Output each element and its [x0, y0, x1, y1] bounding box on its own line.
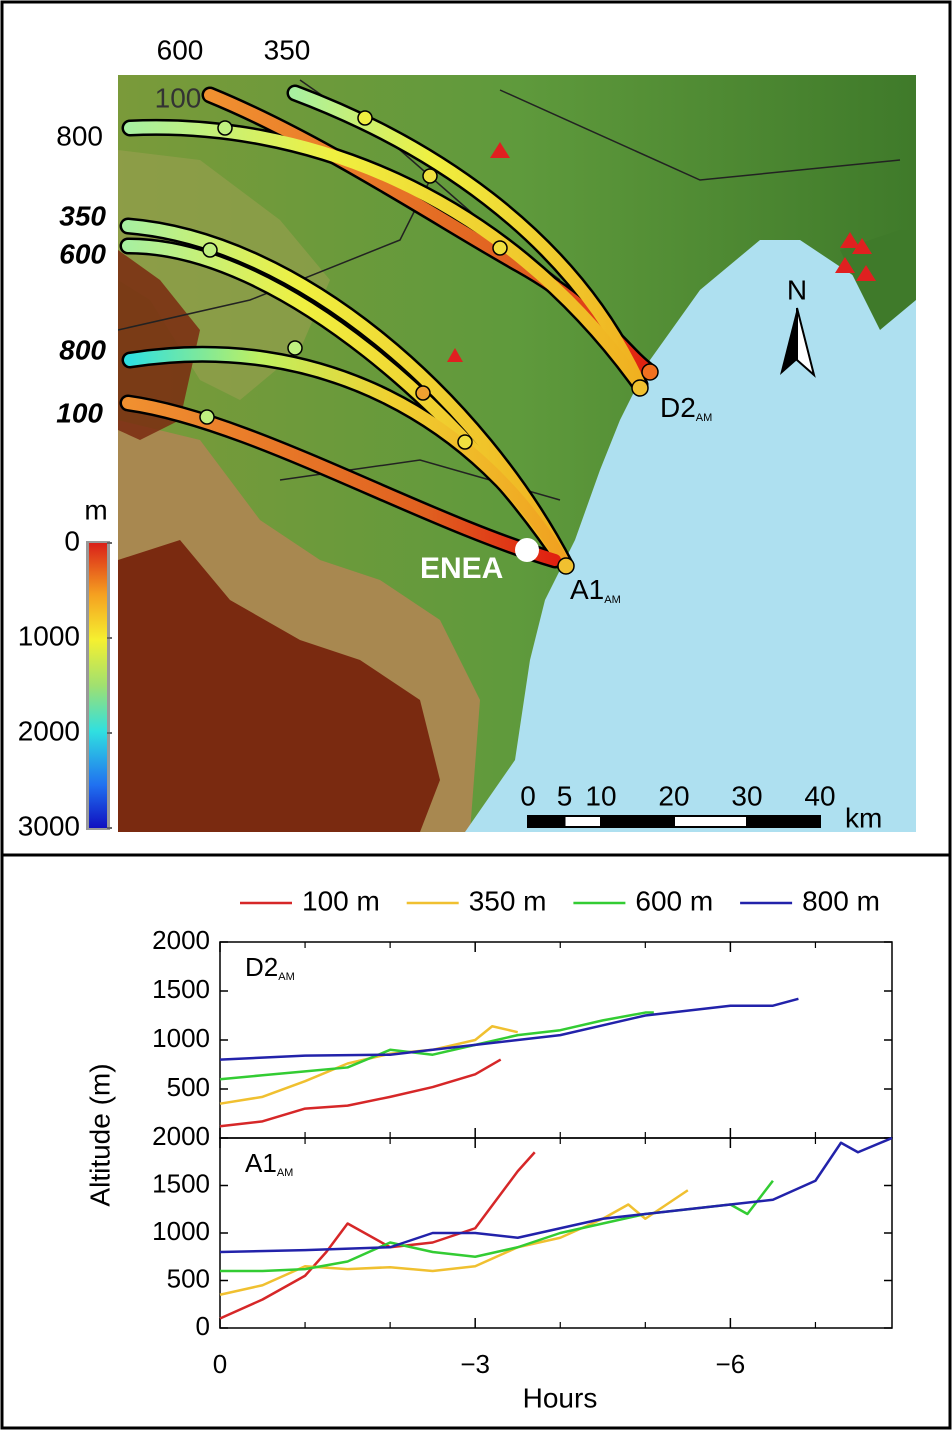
x-tick-label: −6	[716, 1349, 746, 1379]
place-main: A1	[570, 574, 604, 605]
colorbar-tick-label: 2000	[18, 715, 80, 746]
height-label: 800	[59, 334, 106, 365]
y-tick-label: 2000	[152, 1121, 210, 1151]
scale-tick-label: 10	[585, 780, 616, 811]
scale-segment	[600, 815, 675, 828]
trajectory-marker	[199, 110, 659, 575]
y-axis-label: Altitude (m)	[84, 1063, 115, 1206]
colorbar-tick-label: 1000	[18, 620, 80, 651]
height-label: 600	[157, 34, 204, 65]
height-label: 600	[59, 238, 106, 269]
legend-label: 800 m	[802, 885, 880, 916]
x-tick-label: 0	[213, 1349, 227, 1379]
height-label: 100	[155, 82, 202, 113]
scale-tick-label: 0	[520, 780, 536, 811]
place-sub: AM	[696, 412, 713, 424]
series-line	[219, 1136, 893, 1254]
place-sub: AM	[604, 594, 621, 606]
enea-site	[515, 538, 539, 562]
mountains	[118, 540, 440, 832]
scale-segment	[746, 815, 821, 828]
scale-unit: km	[845, 802, 882, 833]
y-tick-label: 2000	[152, 925, 210, 955]
series-line	[219, 1011, 654, 1081]
x-axis-label: Hours	[523, 1382, 598, 1413]
scale-segment	[563, 815, 602, 828]
height-label: 350	[264, 34, 311, 65]
panel-label: D2AM	[245, 952, 295, 983]
scale-tick-label: 20	[658, 780, 689, 811]
place-label: A1AM	[570, 574, 621, 606]
north-arrow	[780, 307, 816, 378]
sea	[465, 240, 916, 832]
place-label: D2AM	[660, 392, 712, 424]
place-main: D2	[660, 392, 696, 423]
y-tick-label: 1500	[152, 974, 210, 1004]
y-tick-label: 1500	[152, 1168, 210, 1198]
legend-label: 100 m	[302, 885, 380, 916]
series-line	[219, 1189, 689, 1296]
height-label: 800	[56, 120, 103, 151]
scale-segment	[527, 815, 566, 828]
colorbar-tick-label: 3000	[18, 810, 80, 841]
place-label: ENEA	[420, 552, 503, 585]
panel-label-main: A1	[245, 1148, 277, 1178]
volcano-marker	[447, 142, 876, 362]
x-tick-label: −3	[460, 1349, 490, 1379]
scale-tick-label: 5	[557, 780, 573, 811]
mountains	[118, 250, 200, 440]
scale-tick-label: 40	[804, 780, 835, 811]
y-tick-label: 500	[167, 1263, 210, 1293]
north-label: N	[787, 274, 807, 305]
y-tick-label: 500	[167, 1072, 210, 1102]
scale-segment	[673, 815, 748, 828]
plot-frame	[219, 1137, 893, 1329]
series-line	[219, 1025, 519, 1105]
legend-label: 350 m	[469, 885, 547, 916]
panel-label-sub: AM	[277, 1167, 294, 1179]
legend-label: 600 m	[635, 885, 713, 916]
map	[118, 75, 916, 832]
series-line	[219, 1058, 502, 1128]
series-line	[219, 997, 799, 1061]
y-tick-label: 1000	[152, 1023, 210, 1053]
panel-label-main: D2	[245, 952, 278, 982]
panel-label: A1AM	[245, 1148, 293, 1179]
scale-tick-label: 30	[731, 780, 762, 811]
land	[840, 230, 916, 330]
y-tick-label: 0	[196, 1311, 210, 1341]
colorbar	[89, 543, 107, 828]
colorbar-tick-label: 0	[64, 525, 80, 556]
colorbar-unit: m	[84, 494, 107, 525]
panel-label-sub: AM	[278, 971, 295, 983]
y-tick-label: 1000	[152, 1216, 210, 1246]
hills	[118, 150, 330, 400]
height-label: 350	[59, 200, 106, 231]
height-label: 100	[56, 397, 103, 428]
